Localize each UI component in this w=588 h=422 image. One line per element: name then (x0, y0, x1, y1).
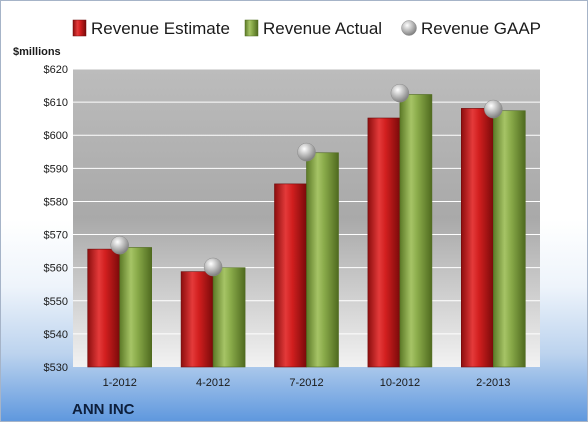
bar-actual[interactable] (212, 267, 246, 368)
legend-swatch-gaap (401, 20, 417, 36)
legend: Revenue Estimate Revenue Actual Revenue … (72, 19, 542, 38)
y-tick-label: $550 (44, 296, 68, 308)
x-tick-label: 4-2012 (196, 377, 230, 389)
y-tick-label: $540 (44, 329, 68, 341)
bar-actual[interactable] (492, 110, 526, 368)
x-tick-label: 2-2013 (476, 377, 510, 389)
bar-estimate[interactable] (367, 117, 401, 368)
y-tick-label: $590 (44, 163, 68, 175)
y-tick-label: $570 (44, 230, 68, 242)
marker-gaap[interactable] (390, 83, 410, 103)
legend-item-actual[interactable]: Revenue Actual (244, 19, 382, 38)
x-tick-label: 1-2012 (103, 377, 137, 389)
x-tick-label: 7-2012 (289, 377, 323, 389)
bar-estimate[interactable] (274, 183, 307, 368)
legend-label-estimate: Revenue Estimate (91, 19, 230, 38)
x-tick-label: 10-2012 (380, 377, 420, 389)
marker-gaap[interactable] (203, 257, 223, 277)
legend-item-estimate[interactable]: Revenue Estimate (72, 19, 230, 38)
bar-actual[interactable] (306, 152, 339, 368)
y-axis-unit-label: $millions (13, 46, 61, 58)
bar-actual[interactable] (399, 94, 433, 368)
legend-label-actual: Revenue Actual (263, 19, 382, 38)
x-axis-ticks: 1-2012 4-2012 7-2012 10-2012 2-2013 (103, 377, 511, 389)
y-tick-label: $620 (44, 64, 68, 76)
y-axis-ticks: $530 $540 $550 $560 $570 $580 $590 $600 $610 $620 (44, 64, 68, 374)
bar-actual[interactable] (119, 247, 152, 368)
legend-swatch-estimate (72, 19, 87, 37)
y-tick-label: $600 (44, 130, 68, 142)
y-tick-label: $530 (44, 362, 68, 374)
y-tick-label: $560 (44, 263, 68, 275)
y-tick-label: $580 (44, 196, 68, 208)
bar-estimate[interactable] (87, 248, 120, 368)
company-label: ANN INC (72, 401, 135, 418)
marker-gaap[interactable] (297, 142, 316, 162)
marker-gaap[interactable] (110, 235, 129, 255)
legend-swatch-actual (244, 19, 259, 37)
gaap-markers (110, 83, 503, 277)
bars (87, 94, 526, 368)
legend-item-gaap[interactable]: Revenue GAAP (401, 19, 542, 38)
bar-estimate[interactable] (460, 108, 494, 368)
y-tick-label: $610 (44, 97, 68, 109)
legend-label-gaap: Revenue GAAP (421, 19, 541, 38)
bar-estimate[interactable] (180, 271, 214, 368)
marker-gaap[interactable] (484, 99, 503, 119)
